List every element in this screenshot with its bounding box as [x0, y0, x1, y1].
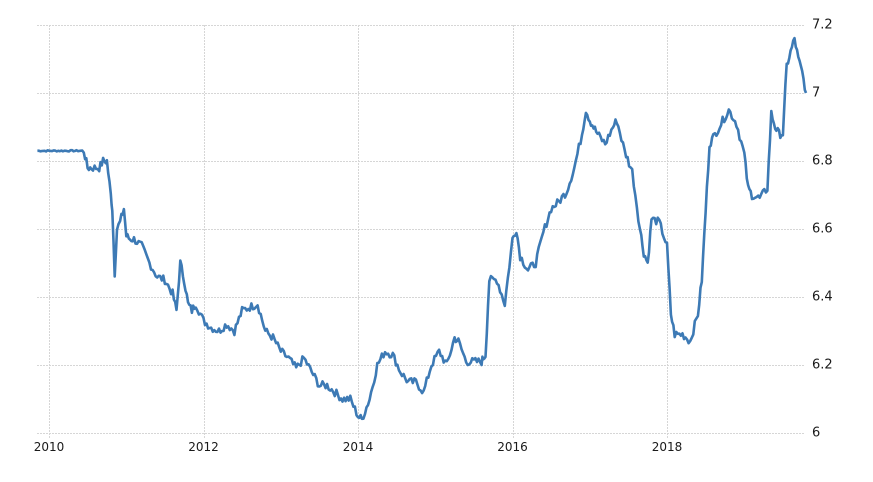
y-tick-label: 6.4	[812, 289, 833, 305]
x-tick-label: 2016	[497, 440, 528, 454]
y-tick-label: 6.2	[812, 357, 833, 373]
x-tick-label: 2018	[651, 440, 683, 454]
y-tick-label: 7.2	[812, 17, 833, 33]
y-tick-label: 6.8	[812, 153, 833, 169]
y-tick-label: 6	[812, 425, 821, 441]
x-tick-label: 2010	[33, 440, 65, 454]
y-tick-label: 7	[812, 85, 821, 101]
series-line	[37, 36, 808, 421]
y-tick-label: 6.6	[812, 221, 833, 237]
x-tick-label: 2014	[342, 440, 374, 454]
x-tick-label: 2012	[188, 440, 219, 454]
